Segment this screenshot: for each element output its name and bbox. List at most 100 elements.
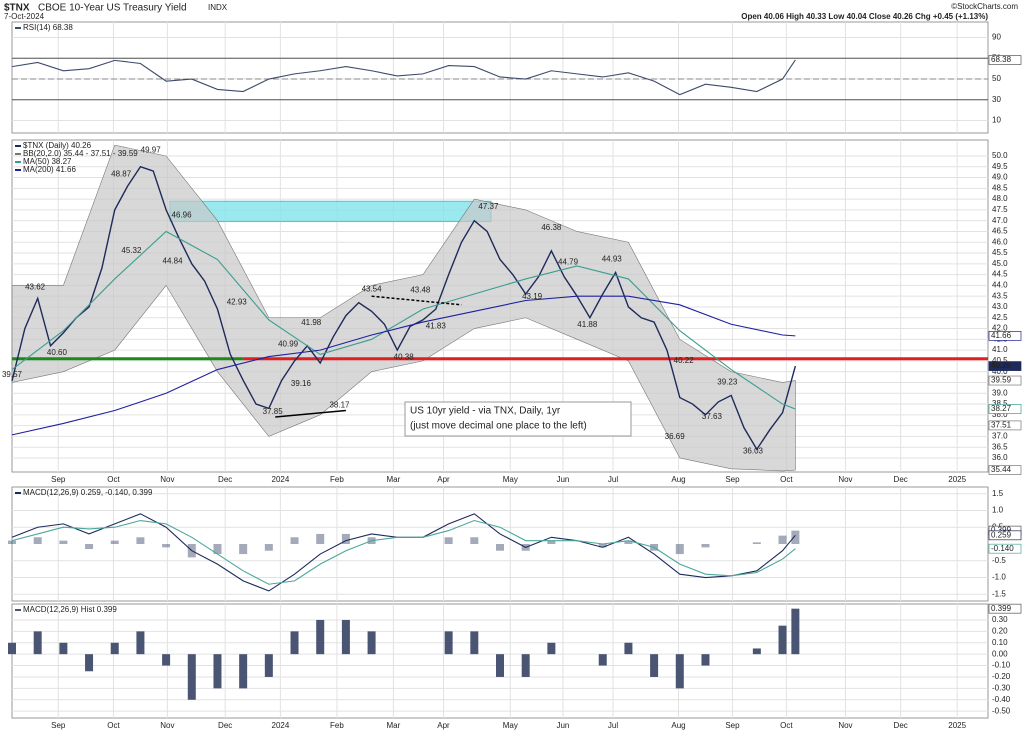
y-tick-label: 45.5	[992, 248, 1008, 257]
legend-label: MA(200) 41.66	[23, 165, 76, 174]
x-tick-label: Oct	[107, 721, 120, 730]
price-annotation: 40.38	[394, 353, 415, 362]
value-tag	[988, 530, 1022, 541]
legend-label: BB(20,2.0) 35.44 - 37.51 - 39.59	[23, 149, 138, 158]
price-annotation: 43.54	[362, 284, 383, 293]
histogram-bar	[791, 530, 800, 544]
y-tick-label: 48.5	[992, 183, 1008, 192]
histogram-bar	[341, 533, 350, 544]
histogram-bar	[290, 631, 299, 655]
y-tick-label: -0.10	[992, 661, 1011, 670]
value-tag	[988, 361, 1022, 371]
histogram-bar	[85, 544, 94, 550]
histogram-bar	[290, 537, 299, 544]
x-tick-label: Mar	[387, 475, 401, 484]
histogram-bar	[752, 542, 761, 544]
price-annotation: 41.98	[301, 318, 322, 327]
histogram-bar	[470, 631, 479, 655]
y-tick-label: 43.5	[992, 291, 1008, 300]
y-tick-label: 49.5	[992, 162, 1008, 171]
price-annotation: 44.79	[558, 257, 579, 266]
histogram-bar	[752, 648, 761, 655]
histogram-bar	[778, 625, 787, 655]
price-annotation: 49.97	[141, 146, 162, 155]
price-annotation: 47.37	[478, 202, 499, 211]
y-tick-label: 30	[992, 95, 1001, 104]
y-tick-label: 48.0	[992, 194, 1008, 203]
x-tick-label: Apr	[437, 721, 450, 730]
histogram-bar	[8, 540, 16, 544]
price-annotation: 43.62	[25, 283, 46, 292]
histogram-bar	[316, 619, 325, 655]
value-tag-label: 0.259	[991, 530, 1012, 539]
price-annotation: 44.93	[602, 254, 623, 263]
x-tick-label: Apr	[437, 475, 450, 484]
value-tag	[988, 465, 1022, 475]
price-annotation: 43.48	[410, 286, 431, 295]
price-annotation: 40.22	[674, 356, 695, 365]
bollinger-band	[11, 144, 796, 472]
histogram-bar	[470, 537, 479, 544]
histogram-bar	[316, 533, 325, 544]
y-tick-label: 46.5	[992, 227, 1008, 236]
x-tick-label: May	[503, 475, 518, 484]
histogram-bar	[367, 631, 376, 655]
value-tag-label: 0.399	[991, 604, 1012, 613]
y-tick-label: -0.20	[992, 672, 1011, 681]
value-tag-label: 40.26	[991, 361, 1012, 370]
value-tag	[988, 603, 1022, 614]
price-annotation: 38.17	[329, 400, 350, 409]
histogram-bar	[650, 654, 659, 677]
y-tick-label: 41.0	[992, 345, 1008, 354]
value-tag	[988, 55, 1022, 65]
legend-label: MACD(12,26,9) Hist 0.399	[23, 605, 117, 614]
histogram-bar	[444, 631, 453, 655]
x-tick-label: Jul	[608, 475, 618, 484]
x-tick-label: Nov	[838, 721, 852, 730]
x-tick-label: Feb	[330, 721, 344, 730]
note-box	[404, 401, 632, 437]
x-tick-label: May	[503, 721, 518, 730]
x-tick-label: 2025	[948, 721, 966, 730]
y-tick-label: 46.0	[992, 237, 1008, 246]
histogram-bar	[624, 540, 633, 544]
histogram-bar	[675, 654, 684, 689]
price-annotation: 44.84	[163, 256, 184, 265]
x-tick-label: 2024	[272, 475, 290, 484]
y-tick-label: 90	[992, 33, 1001, 42]
histogram-bar	[239, 544, 248, 555]
histogram-bar	[59, 540, 68, 544]
y-tick-label: 44.5	[992, 270, 1008, 279]
price-annotation: 48.87	[111, 169, 132, 178]
histogram-bar	[8, 642, 16, 655]
y-tick-label: 45.0	[992, 259, 1008, 268]
histogram-bar	[33, 537, 42, 544]
price-annotation: 36.03	[743, 446, 764, 455]
y-tick-label: 50	[992, 74, 1001, 83]
ohlc: Open 40.06 High 40.33 Low 40.04 Close 40…	[741, 12, 988, 21]
histogram-bar	[59, 642, 68, 655]
histogram-bar	[110, 642, 119, 655]
value-tag-label: -0.140	[991, 544, 1014, 553]
x-tick-label: 2025	[948, 475, 966, 484]
histogram-bar	[778, 535, 787, 544]
x-tick-label: Dec	[218, 721, 232, 730]
value-tag	[988, 543, 1022, 554]
price-annotation: 41.83	[426, 321, 447, 330]
value-tag-label: 38.27	[991, 404, 1012, 413]
histogram-bar	[162, 654, 171, 666]
series-line	[11, 295, 796, 436]
histogram-bar	[213, 654, 222, 689]
value-tag	[988, 420, 1022, 431]
legend-label: $TNX (Daily) 40.26	[23, 141, 92, 150]
value-tag-label: 0.399	[991, 526, 1012, 535]
price-annotation: 42.93	[227, 298, 248, 307]
histogram-bar	[136, 631, 145, 655]
price-annotation: 37.63	[702, 412, 723, 421]
x-tick-label: Dec	[894, 475, 908, 484]
price-annotation: 39.57	[2, 370, 23, 379]
x-tick-label: 2024	[272, 721, 290, 730]
y-tick-label: 10	[992, 116, 1001, 125]
histogram-bar	[675, 544, 684, 555]
